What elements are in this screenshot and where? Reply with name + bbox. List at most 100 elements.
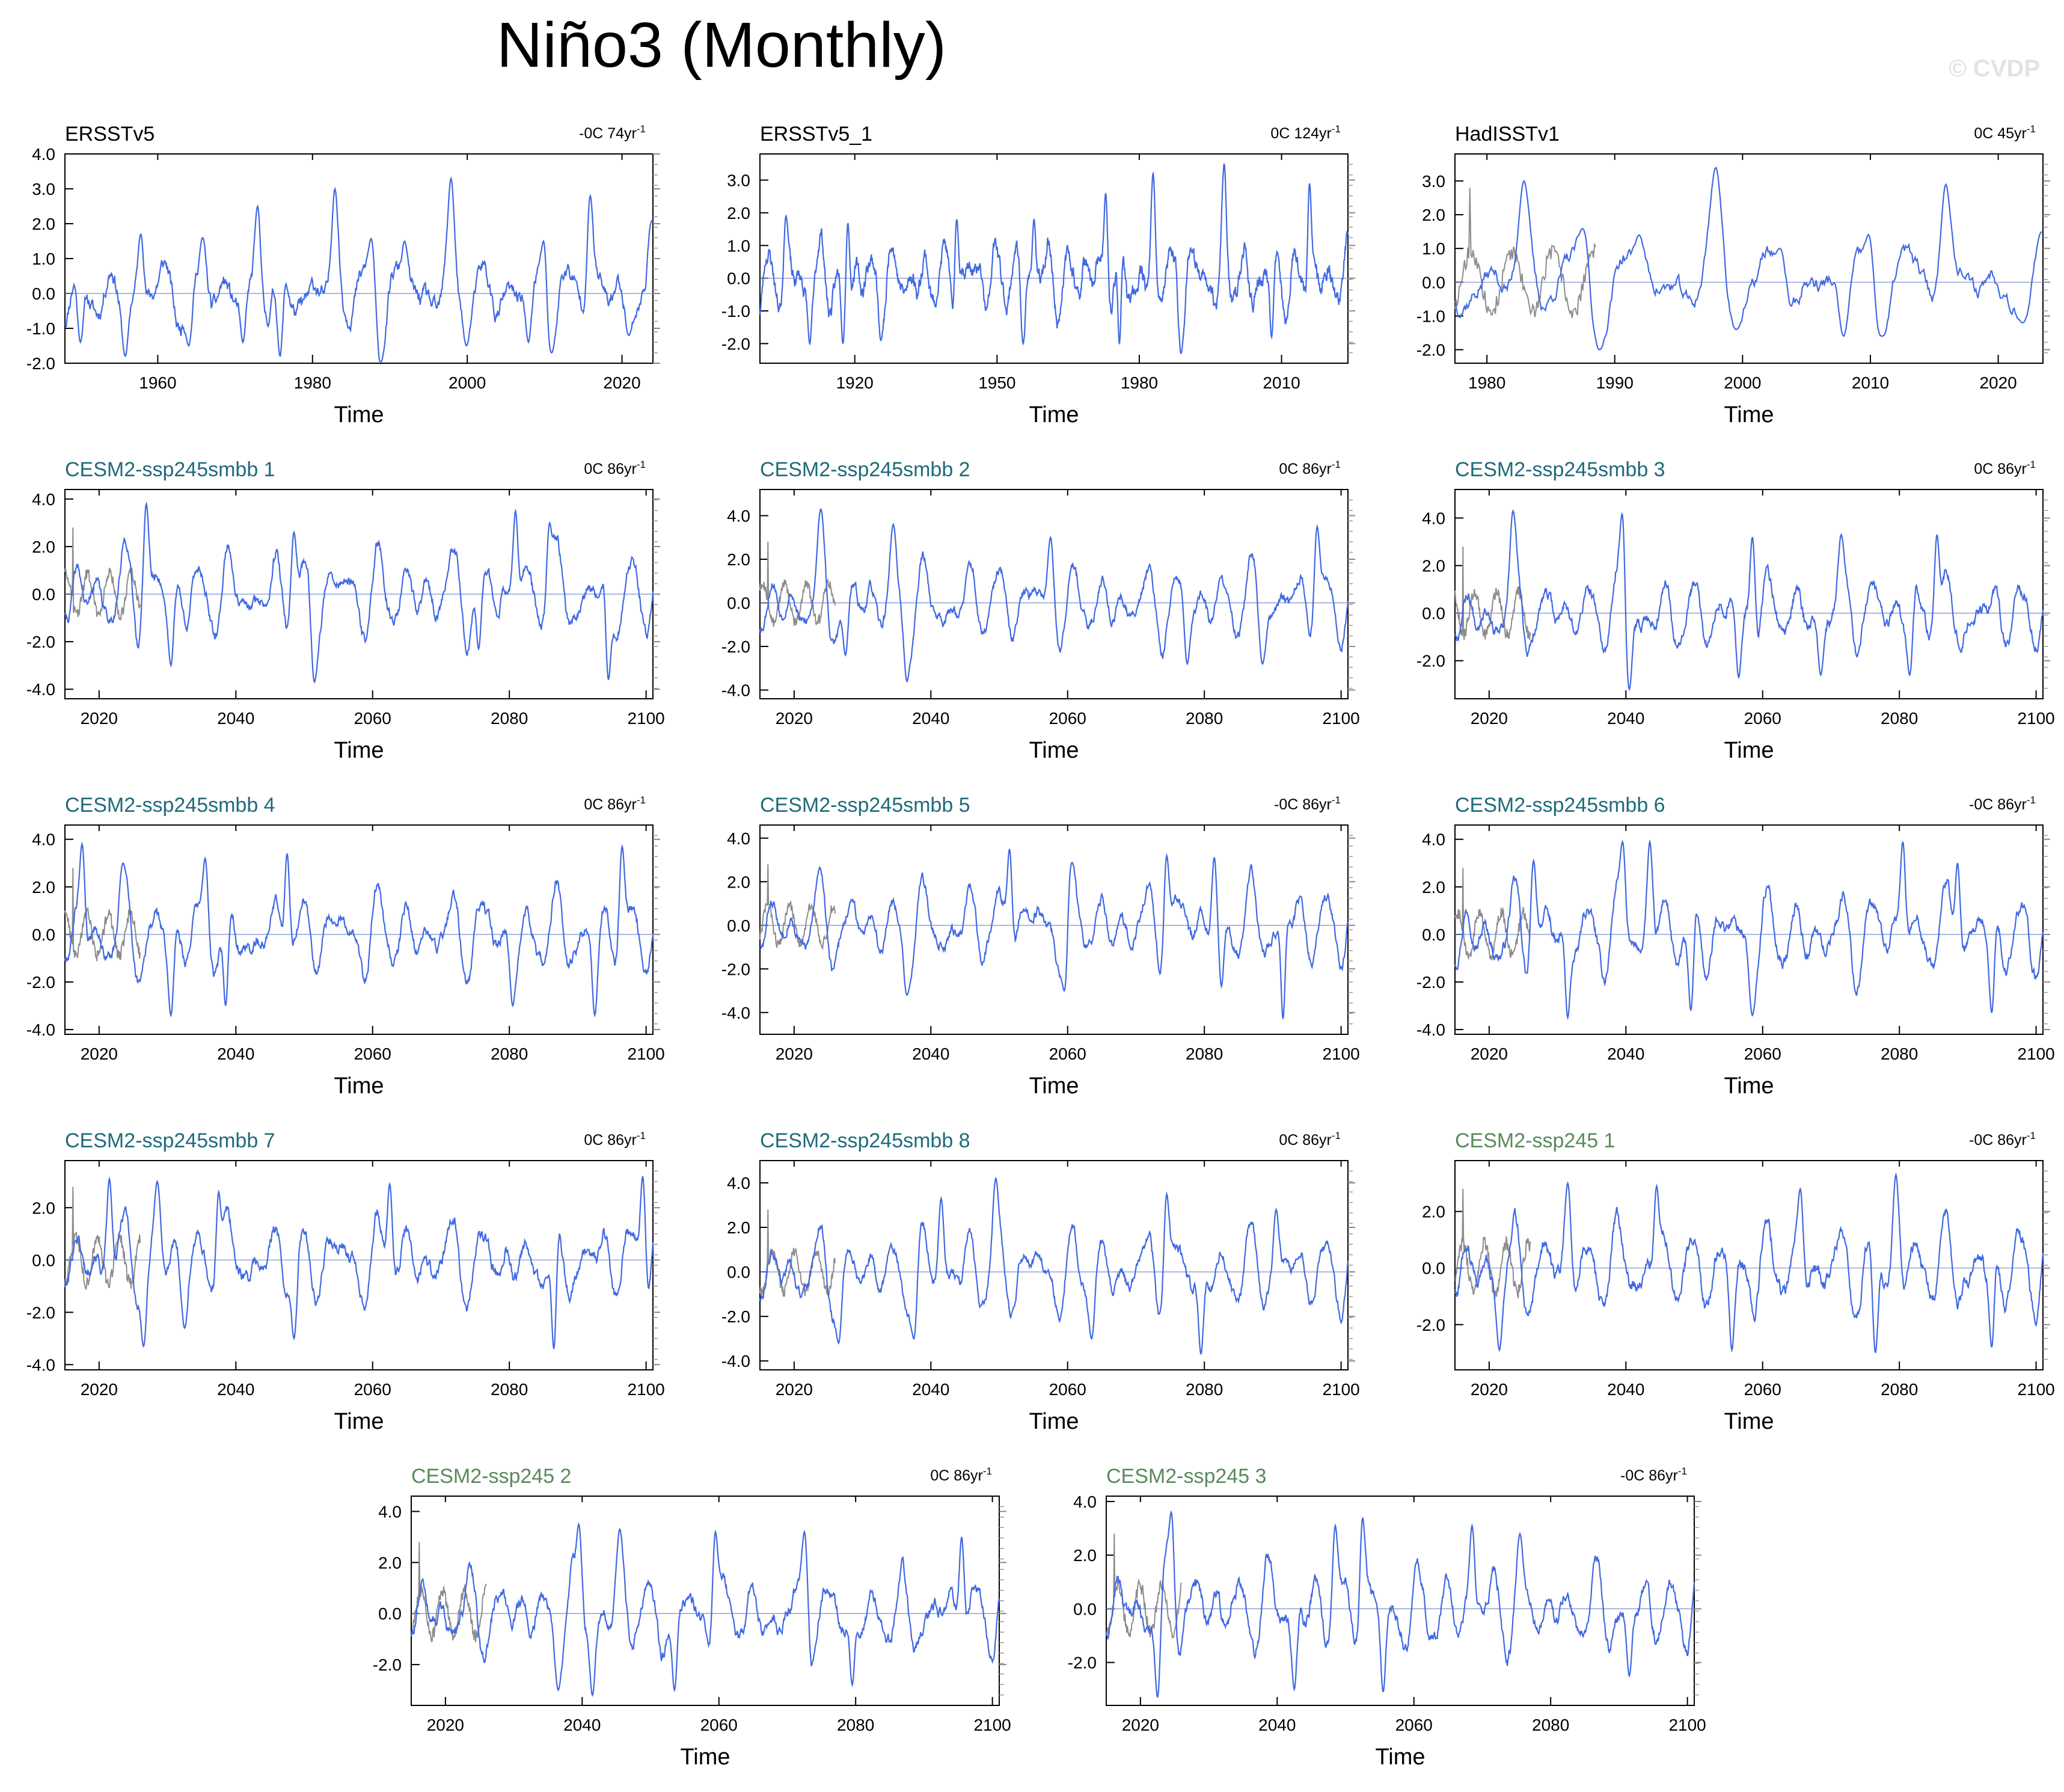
y-tick-label: 2.0 [1422,206,1445,224]
x-tick-label: 2020 [1979,373,2017,392]
x-tick-label: 2040 [1607,709,1644,728]
x-axis-label: Time [1029,1409,1079,1434]
chart-panel: CESM2-ssp245smbb 5 -0C 86yr-1 4.0 2.0 0.0 -2.… [721,794,1360,1099]
plot-frame [1106,1496,1695,1706]
y-tick-label: 4.0 [727,507,750,526]
x-tick-label: 2060 [1049,709,1086,728]
series-line [1454,1172,2044,1354]
reference-line [1454,1188,1531,1299]
x-tick-label: 1920 [836,373,874,392]
x-tick-label: 2080 [1186,1045,1223,1063]
y-tick-label: 0.0 [1422,604,1445,623]
x-tick-label: 2040 [1258,1716,1296,1734]
x-tick-label: 2080 [1881,1380,1918,1399]
x-tick-label: 2080 [1881,1045,1918,1063]
x-tick-label: 1960 [139,373,176,392]
x-axis-label: Time [1029,1073,1079,1099]
trend-label: 0C 86yr-1 [1279,1130,1341,1149]
trend-exponent: -1 [637,794,646,806]
x-axis-label: Time [1029,738,1079,763]
y-tick-label: 4.0 [1422,509,1445,527]
trend-label: -0C 86yr-1 [1969,794,2036,813]
x-tick-label: 1980 [1121,373,1158,392]
y-tick-label: 2.0 [1422,1203,1445,1221]
y-tick-label: 3.0 [32,180,55,198]
panel-title: CESM2-ssp245 3 [1106,1465,1266,1488]
panel-title: CESM2-ssp245smbb 5 [760,794,970,817]
y-tick-label: -4.0 [26,1020,55,1039]
y-tick-label: -4.0 [26,1355,55,1374]
trend-label: 0C 86yr-1 [584,459,646,477]
x-tick-label: 2000 [449,373,486,392]
x-tick-label: 2040 [1607,1380,1644,1399]
x-axis-label: Time [334,1073,384,1099]
x-tick-label: 2040 [912,1045,949,1063]
panel-title: ERSSTv5 [65,123,155,146]
chart-panel: HadISSTv1 0C 45yr-1 3.0 2.0 1.0 0.0 -1.0 -2.0 19… [1416,123,2050,428]
reference-line [64,868,141,962]
y-tick-label: -2.0 [721,637,750,656]
series-line [64,176,654,363]
y-tick-label: 2.0 [1422,557,1445,575]
trend-exponent: -1 [1678,1465,1687,1477]
x-tick-label: 1990 [1596,373,1634,392]
x-tick-label: 2010 [1263,373,1300,392]
plot-frame [1454,1160,2044,1370]
y-tick-label: 2.0 [32,215,55,233]
y-tick-label: -2.0 [721,960,750,978]
x-tick-label: 2060 [354,709,391,728]
y-tick-label: 4.0 [32,490,55,509]
series-line [64,501,654,684]
series-line [1454,839,2044,1020]
x-tick-label: 2080 [1532,1716,1569,1734]
series-line [759,848,1349,1019]
y-tick-label: -2.0 [26,633,55,651]
trend-label: 0C 124yr-1 [1270,123,1341,142]
panel-title: CESM2-ssp245 2 [411,1465,571,1488]
plot-frame [1454,824,2044,1035]
y-tick-label: -1.0 [26,319,55,338]
x-axis-label: Time [1724,402,1774,428]
x-tick-label: 2080 [491,709,528,728]
y-tick-label: 0.0 [727,916,750,935]
chart-panel: CESM2-ssp245smbb 2 0C 86yr-1 4.0 2.0 0.0 -2.0… [721,458,1360,763]
x-axis-label: Time [334,402,384,428]
x-tick-label: 2060 [1744,709,1781,728]
x-tick-label: 2020 [776,709,813,728]
x-axis-label: Time [1375,1744,1425,1770]
y-tick-label: 1.0 [32,250,55,268]
panel-title: CESM2-ssp245smbb 1 [65,458,275,481]
trend-exponent: -1 [2027,123,2036,135]
series-line [64,841,654,1018]
x-axis-label: Time [334,738,384,763]
y-tick-label: -2.0 [1416,652,1445,670]
trend-exponent: -1 [1332,1130,1341,1141]
series-line [1105,1510,1695,1698]
y-tick-label: 0.0 [32,585,55,604]
trend-exponent: -1 [2027,794,2036,806]
x-tick-label: 2080 [1186,709,1223,728]
x-tick-label: 2000 [1724,373,1761,392]
y-tick-label: 4.0 [378,1502,402,1521]
y-tick-label: 2.0 [1422,878,1445,897]
y-tick-label: 2.0 [32,878,55,897]
y-tick-label: 2.0 [378,1553,402,1572]
x-tick-label: 2020 [776,1380,813,1399]
series-line [1454,509,2044,692]
plot-frame [411,1496,1000,1706]
x-tick-label: 2060 [1744,1380,1781,1399]
y-tick-label: -1.0 [721,302,750,321]
trend-label: 0C 86yr-1 [584,1130,646,1149]
y-tick-label: 0.0 [727,594,750,613]
x-tick-label: 2040 [217,1380,254,1399]
y-tick-label: 0.0 [727,269,750,288]
x-tick-label: 2020 [1122,1716,1159,1734]
x-tick-label: 2040 [1607,1045,1644,1063]
panel-title: CESM2-ssp245 1 [1455,1129,1615,1152]
y-tick-label: -2.0 [26,973,55,992]
chart-panel: ERSSTv5 -0C 74yr-1 4.0 3.0 2.0 1.0 0.0 -1.0 -2.0… [26,123,660,428]
plot-frame [759,824,1349,1035]
plot-frame [759,153,1349,364]
trend-label: -0C 86yr-1 [1620,1465,1687,1484]
y-tick-label: -4.0 [721,1352,750,1370]
